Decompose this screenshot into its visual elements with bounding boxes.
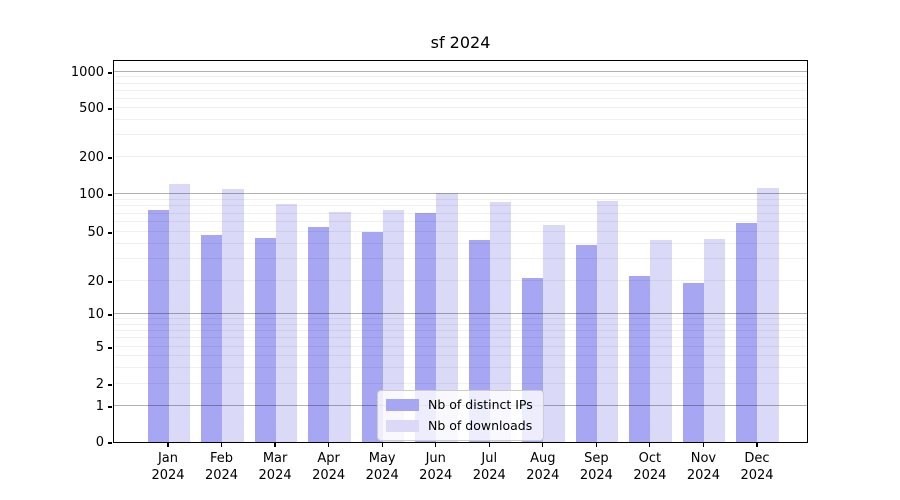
bar-downloads bbox=[757, 187, 779, 442]
x-tick-label: Mar 2024 bbox=[258, 451, 292, 483]
legend-swatch-downloads bbox=[386, 420, 419, 432]
x-tick-label: Apr 2024 bbox=[312, 451, 346, 483]
x-tick-label: Jul 2024 bbox=[472, 451, 506, 483]
y-tick-label: 100 bbox=[79, 187, 104, 202]
x-tick-mark bbox=[542, 443, 544, 447]
bar-distinct-ips bbox=[415, 212, 437, 442]
y-tick-label: 10 bbox=[87, 307, 104, 322]
x-tick-label: Oct 2024 bbox=[633, 451, 667, 483]
x-tick-mark bbox=[220, 443, 223, 447]
bar-distinct-ips bbox=[736, 222, 758, 442]
bar-distinct-ips bbox=[308, 226, 330, 442]
y-tick-mark bbox=[108, 384, 112, 386]
x-tick-mark bbox=[167, 443, 169, 447]
x-tick-mark bbox=[756, 443, 758, 447]
bar-downloads bbox=[436, 192, 458, 442]
y-tick-mark bbox=[108, 347, 112, 349]
x-tick-label: Aug 2024 bbox=[526, 451, 560, 483]
bar-downloads bbox=[489, 202, 512, 442]
y-tick-label: 1000 bbox=[70, 65, 104, 80]
x-tick-mark bbox=[488, 443, 490, 447]
bar-distinct-ips bbox=[254, 237, 277, 442]
y-tick-mark bbox=[108, 406, 112, 408]
y-tick-mark bbox=[108, 194, 112, 196]
bar-distinct-ips bbox=[682, 283, 705, 442]
x-tick-mark bbox=[435, 443, 437, 447]
x-tick-mark bbox=[702, 443, 705, 447]
x-tick-label: Jun 2024 bbox=[419, 451, 453, 483]
legend: Nb of distinct IPs Nb of downloads bbox=[377, 390, 544, 441]
bar-distinct-ips bbox=[629, 275, 651, 442]
bar-distinct-ips bbox=[575, 245, 598, 442]
bar-downloads bbox=[222, 188, 244, 442]
bar-downloads bbox=[543, 224, 565, 442]
y-tick-mark bbox=[108, 442, 112, 444]
x-tick-mark bbox=[328, 443, 330, 447]
x-tick-label: Feb 2024 bbox=[204, 451, 239, 483]
x-tick-label: Nov 2024 bbox=[686, 451, 720, 483]
x-tick-mark bbox=[381, 443, 383, 447]
bar-distinct-ips bbox=[147, 209, 169, 442]
x-tick-mark bbox=[649, 443, 651, 447]
y-tick-mark bbox=[108, 281, 112, 283]
legend-label-downloads: Nb of downloads bbox=[428, 418, 533, 433]
y-tick-label: 20 bbox=[87, 274, 104, 289]
y-tick-label: 500 bbox=[79, 101, 104, 116]
x-tick-label: Sep 2024 bbox=[579, 451, 613, 483]
bar-downloads bbox=[329, 212, 351, 442]
y-tick-mark bbox=[108, 157, 112, 159]
bar-downloads bbox=[382, 209, 405, 442]
y-tick-mark bbox=[108, 314, 112, 316]
x-tick-label: Dec 2024 bbox=[740, 451, 774, 483]
y-tick-mark bbox=[108, 72, 112, 74]
bar-distinct-ips bbox=[361, 232, 384, 442]
chart-title: sf 2024 bbox=[430, 33, 491, 52]
y-tick-label: 0 bbox=[95, 435, 104, 450]
bar-downloads bbox=[168, 183, 190, 442]
bar-downloads bbox=[275, 204, 298, 442]
bar-downloads bbox=[703, 238, 726, 442]
x-tick-mark bbox=[274, 443, 276, 447]
legend-label-distinct-ips: Nb of distinct IPs bbox=[428, 397, 533, 412]
legend-item-downloads: Nb of downloads bbox=[386, 419, 533, 433]
legend-item-distinct-ips: Nb of distinct IPs bbox=[386, 398, 533, 412]
y-tick-label: 50 bbox=[87, 225, 104, 240]
bar-distinct-ips bbox=[201, 235, 223, 442]
legend-swatch-distinct-ips bbox=[386, 399, 419, 411]
y-tick-label: 5 bbox=[95, 340, 104, 355]
y-tick-mark bbox=[108, 232, 112, 234]
bar-downloads bbox=[650, 240, 672, 442]
bars-layer bbox=[114, 61, 807, 442]
x-tick-label: Jan 2024 bbox=[151, 451, 185, 483]
y-tick-label: 1 bbox=[95, 399, 104, 414]
x-tick-mark bbox=[595, 443, 597, 447]
plot-area: Nb of distinct IPs Nb of downloads bbox=[113, 60, 808, 443]
y-tick-label: 2 bbox=[95, 377, 104, 392]
x-tick-label: May 2024 bbox=[365, 451, 399, 483]
y-axis-tick-labels: 0 1 2 5 10 20 50 100 200 500 1000 bbox=[0, 60, 104, 450]
y-tick-mark bbox=[108, 108, 112, 110]
bar-downloads bbox=[596, 201, 619, 442]
y-tick-label: 200 bbox=[79, 150, 104, 165]
